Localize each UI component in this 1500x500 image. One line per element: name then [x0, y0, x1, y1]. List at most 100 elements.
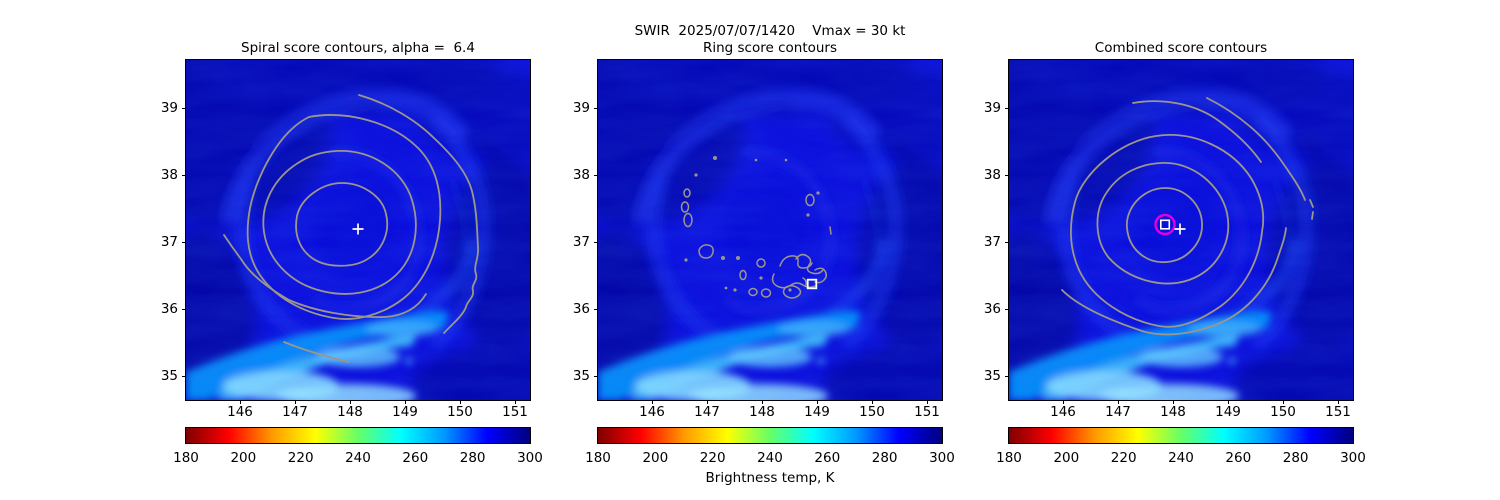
spiral-contour-2: [262, 150, 417, 295]
map-axes-spiral: [186, 60, 530, 400]
colorbar-tick-label: 300: [929, 450, 955, 466]
y-tick-label: 38: [977, 165, 1009, 185]
x-tick-label: 148: [735, 400, 790, 420]
figure-suptitle: SWIR 2025/07/07/1420 Vmax = 30 kt: [634, 23, 906, 39]
colorbar-tick-label: 280: [459, 450, 486, 466]
map-axes-ring: [598, 60, 942, 400]
colorbar-tick-label: 220: [287, 450, 314, 466]
combined-contour-3: [1070, 134, 1265, 328]
colorbar-tick-label: 240: [345, 450, 371, 466]
x-tick-label: 146: [213, 400, 268, 420]
y-tick-label: 36: [566, 299, 598, 319]
x-tick-label: 147: [1091, 400, 1146, 420]
y-tick-label: 35: [154, 366, 186, 386]
spiral-bottom-arc: [283, 341, 350, 363]
center-plus-marker: [1174, 223, 1186, 235]
colorbar-tick-label: 240: [757, 450, 783, 466]
colorbar-tick-label: 220: [1110, 450, 1137, 466]
colorbar-tick-label: 180: [173, 450, 199, 466]
colorbar-tick-label: 260: [402, 450, 429, 466]
x-tick-label: 146: [625, 400, 680, 420]
colorbar-tick-label: 300: [1340, 450, 1366, 466]
colorbar-tick-label: 280: [871, 450, 898, 466]
colorbar-tick-label: 200: [642, 450, 669, 466]
colorbar-ticks: 180 200 220 240 260 280 300: [164, 450, 552, 466]
x-tick-label: 147: [680, 400, 735, 420]
center-plus-marker: [352, 223, 364, 235]
colorbar-tick-label: 200: [230, 450, 257, 466]
x-tick-label: 150: [1256, 400, 1311, 420]
x-tick-label: 150: [845, 400, 900, 420]
y-tick-label: 37: [566, 232, 598, 252]
x-tick-label: 149: [378, 400, 433, 420]
y-tick-label: 37: [977, 232, 1009, 252]
ring-center-circle-marker: [1154, 213, 1176, 236]
y-axis-ticks: 39 38 37 36 35: [977, 98, 1009, 386]
combined-arm-contour-inner: [1132, 100, 1262, 163]
combined-arm-contour-outer: [1206, 97, 1306, 201]
colorbar-tick-label: 180: [996, 450, 1022, 466]
y-tick-label: 36: [154, 299, 186, 319]
ring-score-dots: [684, 156, 820, 292]
combined-contour-inner: [1126, 187, 1203, 263]
panel-combined-score: Combined score contours 39 38 37 36 35 146 14…: [984, 0, 1366, 500]
spiral-contour-outer-open: [223, 234, 427, 318]
panel-ring-score: SWIR 2025/07/07/1420 Vmax = 30 kt Ring s…: [573, 0, 955, 500]
colorbar-ticks: 180 200 220 240 260 280 300: [987, 450, 1375, 466]
y-axis-ticks: 39 38 37 36 35: [566, 98, 598, 386]
x-axis-ticks: 146 147 148 149 150 151: [213, 400, 543, 420]
x-tick-label: 148: [1146, 400, 1201, 420]
combined-contour-outer-open: [1061, 227, 1287, 336]
colorbar-gradient: [1009, 428, 1353, 443]
combined-contour-2: [1096, 162, 1230, 285]
y-tick-label: 39: [566, 98, 598, 118]
x-tick-label: 150: [433, 400, 488, 420]
x-axis-ticks: 146 147 148 149 150 151: [1036, 400, 1366, 420]
x-tick-label: 147: [268, 400, 323, 420]
x-tick-label: 148: [323, 400, 378, 420]
contour-overlay-spiral: [223, 94, 479, 363]
x-tick-label: 149: [1201, 400, 1256, 420]
colorbar-tick-label: 240: [1168, 450, 1194, 466]
contour-overlay-ring: [680, 156, 832, 299]
ring-center-square-marker: [1160, 219, 1171, 230]
colorbar-gradient: [186, 428, 530, 443]
panel-title: Ring score contours: [702, 40, 838, 56]
x-tick-label: 146: [1036, 400, 1091, 420]
y-tick-label: 35: [566, 366, 598, 386]
x-tick-label: 151: [488, 400, 543, 420]
y-axis-ticks: 39 38 37 36 35: [154, 98, 186, 386]
combined-contour-dashes: [1309, 199, 1314, 220]
y-tick-label: 38: [154, 165, 186, 185]
ring-score-blobs: [680, 188, 832, 299]
y-tick-label: 36: [977, 299, 1009, 319]
x-tick-label: 151: [1311, 400, 1366, 420]
colorbar-tick-label: 300: [517, 450, 543, 466]
panel-spiral-score: Spiral score contours, alpha = 6.4 39 38 3…: [161, 0, 543, 500]
colorbar-gradient: [598, 428, 942, 443]
ring-center-square-marker: [806, 278, 818, 290]
y-tick-label: 39: [154, 98, 186, 118]
spiral-arm-contour: [358, 94, 479, 334]
colorbar-tick-label: 260: [814, 450, 841, 466]
y-tick-label: 39: [977, 98, 1009, 118]
colorbar-tick-label: 260: [1225, 450, 1252, 466]
x-tick-label: 151: [900, 400, 955, 420]
colorbar-tick-label: 200: [1053, 450, 1080, 466]
map-axes-combined: [1009, 60, 1353, 400]
y-tick-label: 37: [154, 232, 186, 252]
colorbar-tick-label: 280: [1282, 450, 1309, 466]
spiral-contour-3: [246, 114, 442, 320]
contour-overlay-combined: [1061, 97, 1314, 336]
x-axis-ticks: 146 147 148 149 150 151: [625, 400, 955, 420]
spiral-contour-inner: [295, 182, 388, 267]
y-tick-label: 35: [977, 366, 1009, 386]
y-tick-label: 38: [566, 165, 598, 185]
colorbar-tick-label: 180: [585, 450, 611, 466]
panel-title: Combined score contours: [1094, 40, 1268, 56]
colorbar-tick-label: 220: [699, 450, 726, 466]
panel-title: Spiral score contours, alpha = 6.4: [241, 40, 475, 56]
colorbar-ticks: 180 200 220 240 260 280 300: [576, 450, 964, 466]
colorbar-axis-label: Brightness temp, K: [705, 470, 835, 486]
x-tick-label: 149: [790, 400, 845, 420]
